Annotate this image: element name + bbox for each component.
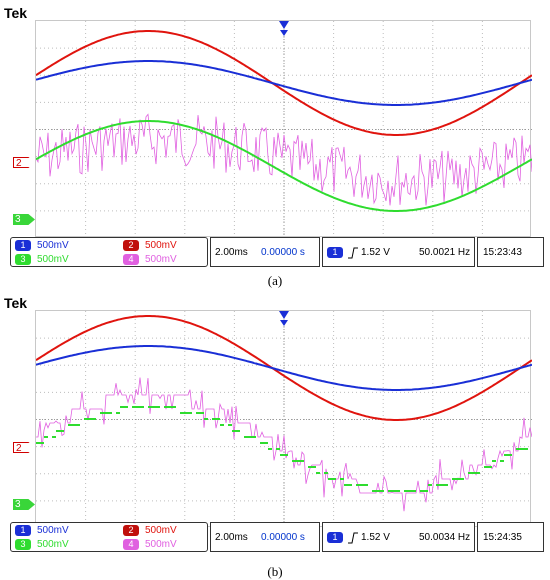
trigger-frequency: 50.0021 Hz [419, 247, 471, 258]
timebase-value: 2.00ms [215, 247, 248, 258]
ch1-trace [36, 345, 532, 391]
ch4-scale-value: 500mV [145, 539, 177, 551]
ch1-scale[interactable]: 1 500mV [15, 525, 69, 536]
channel-scales-box: 1 500mV 2 500mV 3 500mV 4 500mV [10, 522, 208, 552]
trigger-level: 1.52 V [361, 532, 390, 543]
trigger-box[interactable]: 1 1.52 V 50.0034 Hz [322, 522, 475, 552]
scope-panel-a: Tek 2 3 1 500mV 2 500mV 3 500mV 4 500mV 2.00… [0, 0, 550, 288]
waveform-svg [36, 21, 532, 238]
channel-scales-box: 1 500mV 2 500mV 3 500mV 4 500mV [10, 237, 208, 267]
ch1-scale-value: 500mV [37, 525, 69, 537]
trigger-level: 1.52 V [361, 247, 390, 258]
trigger-position-icon [280, 30, 288, 36]
ch4-scale-value: 500mV [145, 254, 177, 266]
ch1-badge: 1 [15, 240, 31, 251]
clock-box: 15:23:43 [477, 237, 544, 267]
trigger-frequency: 50.0034 Hz [419, 532, 471, 543]
waveform-display [35, 20, 532, 238]
graticule [36, 21, 532, 238]
ch4-badge: 4 [123, 254, 139, 265]
trigger-position-icon [279, 311, 289, 319]
rising-edge-icon [348, 247, 358, 259]
clock-time: 15:24:35 [483, 532, 522, 543]
scope-panel-b: Tek 2 3 1 500mV 2 500mV 3 500mV 4 500mV 2.00… [0, 290, 550, 579]
ch4-scale[interactable]: 4 500mV [123, 539, 177, 550]
ch2-trace [36, 315, 532, 421]
trigger-source-badge: 1 [327, 247, 343, 258]
ch3-trace [36, 406, 532, 492]
ch3-trace [36, 120, 532, 212]
brand-label: Tek [4, 5, 28, 21]
ch4-trace [36, 377, 532, 512]
ch2-badge: 2 [123, 525, 139, 536]
caption: (a) [267, 273, 283, 288]
brand-label: Tek [4, 295, 28, 311]
ch1-scale[interactable]: 1 500mV [15, 240, 69, 251]
ch3-ground-marker: 3 [13, 214, 35, 225]
status-bar: 1 500mV 2 500mV 3 500mV 4 500mV 2.00ms 0.000… [10, 522, 544, 552]
caption: (b) [267, 564, 283, 579]
ch3-scale[interactable]: 3 500mV [15, 539, 69, 550]
ch2-ground-marker: 2 [13, 442, 35, 453]
timebase-box[interactable]: 2.00ms 0.00000 s [210, 237, 320, 267]
ch2-scale[interactable]: 2 500mV [123, 525, 177, 536]
ch3-badge: 3 [15, 254, 31, 265]
clock-box: 15:24:35 [477, 522, 544, 552]
trigger-box[interactable]: 1 1.52 V 50.0021 Hz [322, 237, 475, 267]
trigger-position-icon [280, 320, 288, 326]
timebase-box[interactable]: 2.00ms 0.00000 s [210, 522, 320, 552]
horizontal-position: 0.00000 s [261, 532, 305, 543]
ch3-ground-marker: 3 [13, 499, 35, 510]
ch2-scale[interactable]: 2 500mV [123, 240, 177, 251]
trigger-source-badge: 1 [327, 532, 343, 543]
ch3-scale-value: 500mV [37, 254, 69, 266]
ch1-scale-value: 500mV [37, 240, 69, 252]
ch1-trace [36, 60, 532, 106]
rising-edge-icon [348, 532, 358, 544]
horizontal-position: 0.00000 s [261, 247, 305, 258]
ch4-scale[interactable]: 4 500mV [123, 254, 177, 265]
trigger-position-icon [279, 21, 289, 29]
ch3-badge: 3 [15, 539, 31, 550]
ch2-scale-value: 500mV [145, 525, 177, 537]
ch3-scale[interactable]: 3 500mV [15, 254, 69, 265]
status-bar: 1 500mV 2 500mV 3 500mV 4 500mV 2.00ms 0.000… [10, 237, 544, 267]
clock-time: 15:23:43 [483, 247, 522, 258]
timebase-value: 2.00ms [215, 532, 248, 543]
ch2-trace [36, 30, 532, 136]
ch4-trace [36, 113, 532, 206]
waveform-svg [36, 311, 532, 528]
graticule [36, 311, 532, 528]
ch2-badge: 2 [123, 240, 139, 251]
ch1-badge: 1 [15, 525, 31, 536]
waveform-display [35, 310, 532, 528]
ch3-scale-value: 500mV [37, 539, 69, 551]
ch4-badge: 4 [123, 539, 139, 550]
ch2-scale-value: 500mV [145, 240, 177, 252]
ch2-ground-marker: 2 [13, 157, 35, 168]
